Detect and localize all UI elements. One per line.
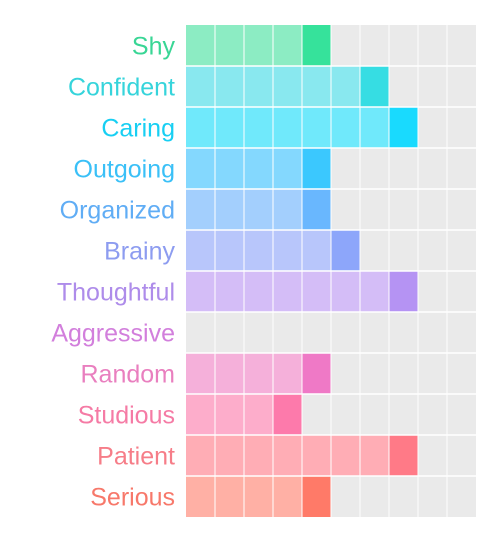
bar-cell [273,476,302,517]
bar-cap [302,25,331,66]
bar-cell [360,271,389,312]
bar-cell [302,271,331,312]
category-label: Confident [68,74,175,102]
bar-caring [186,107,418,148]
bar-cell [186,271,215,312]
bar-cell [273,107,302,148]
bar-cell [215,476,244,517]
bar-cell [302,435,331,476]
bar-cell [244,435,273,476]
bar-cell [215,148,244,189]
category-label: Studious [78,402,175,430]
bar-cell [215,435,244,476]
bar-cell [244,107,273,148]
bar-cell [244,476,273,517]
bar-cell [215,25,244,66]
bar-cell [273,148,302,189]
bar-cell [273,353,302,394]
bar-cell [273,271,302,312]
bar-outgoing [186,148,331,189]
bar-organized [186,189,331,230]
bar-brainy [186,230,360,271]
bar-cell [244,189,273,230]
bar-cell [186,66,215,107]
category-label: Outgoing [74,156,175,184]
category-label: Random [81,361,176,389]
bar-cell [244,271,273,312]
bar-cell [186,107,215,148]
bar-cell [215,353,244,394]
bar-cap [360,66,389,107]
bar-cap [389,271,418,312]
bar-cell [186,476,215,517]
bar-cell [302,66,331,107]
bar-cell [302,230,331,271]
category-label: Organized [60,197,175,225]
bar-shy [186,25,331,66]
bar-cell [186,435,215,476]
bar-cell [360,435,389,476]
bar-cell [273,435,302,476]
bar-cap [389,107,418,148]
bar-cell [331,107,360,148]
grid-lines [186,25,476,517]
bar-cell [273,25,302,66]
bar-cell [273,66,302,107]
bar-cell [331,66,360,107]
bar-cell [331,271,360,312]
bar-cell [186,189,215,230]
bar-cell [244,25,273,66]
bar-cell [186,25,215,66]
bar-cap [389,435,418,476]
bar-cell [244,353,273,394]
bar-cell [215,107,244,148]
bar-cap [302,353,331,394]
bar-cap [302,476,331,517]
bar-cell [244,394,273,435]
category-label: Shy [132,33,176,61]
bar-cell [186,394,215,435]
bar-cell [360,107,389,148]
bar-thoughtful [186,271,418,312]
bar-cell [244,148,273,189]
category-label: Thoughtful [57,279,175,307]
bar-serious [186,476,331,517]
bar-cell [244,230,273,271]
bar-cell [273,230,302,271]
bar-cap [331,230,360,271]
category-label: Patient [97,443,175,471]
bar-cell [215,66,244,107]
bar-confident [186,66,389,107]
bar-cell [244,66,273,107]
bar-cell [186,148,215,189]
bar-cap [273,394,302,435]
bar-cell [215,230,244,271]
bar-cell [273,189,302,230]
bar-studious [186,394,302,435]
bar-cell [215,271,244,312]
category-label: Caring [101,115,175,143]
category-label: Serious [90,484,175,512]
bar-cell [215,394,244,435]
category-label: Brainy [104,238,175,266]
bar-patient [186,435,418,476]
bar-cell [302,107,331,148]
bar-cap [302,189,331,230]
bar-cap [302,148,331,189]
bar-random [186,353,331,394]
bar-cell [215,189,244,230]
bar-cell [331,435,360,476]
bar-cell [186,353,215,394]
bar-cell [186,230,215,271]
category-label: Aggressive [51,320,175,348]
